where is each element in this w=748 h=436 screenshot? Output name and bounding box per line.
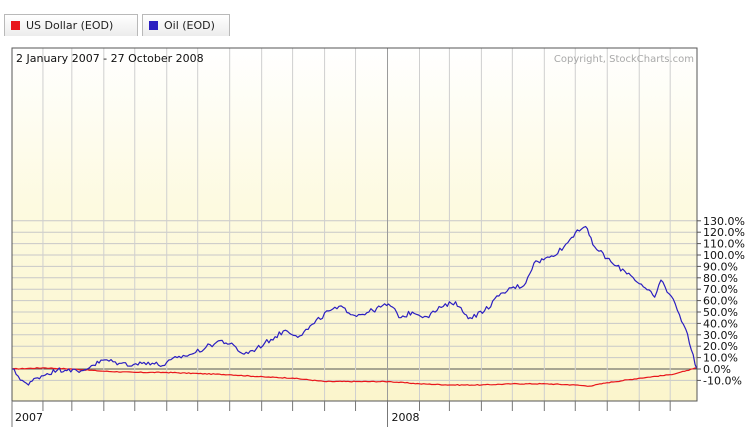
legend-label-oil: Oil (EOD): [164, 19, 215, 32]
y-tick-label: -10.0%: [703, 374, 742, 387]
legend-label-us-dollar: US Dollar (EOD): [26, 19, 114, 32]
y-tick-label: 0.0%: [703, 363, 731, 376]
y-tick-label: 90.0%: [703, 260, 738, 273]
series-line-us-dollar: [11, 367, 698, 387]
y-tick-label: 10.0%: [703, 352, 738, 365]
y-tick-label: 80.0%: [703, 272, 738, 285]
chart: 130.0% 120.0% 110.0% 100.0% 90.0% 80.0% 70.0% 6…: [0, 38, 748, 432]
y-tick-label: 100.0%: [703, 249, 745, 262]
plot-background: [12, 48, 697, 401]
y-tick-label: 60.0%: [703, 295, 738, 308]
legend-item-oil[interactable]: Oil (EOD): [142, 14, 230, 36]
legend: US Dollar (EOD) Oil (EOD): [0, 0, 748, 40]
us-dollar-swatch-icon: [11, 21, 20, 30]
series-layer: [11, 225, 698, 387]
x-tick-label: 2007: [15, 411, 43, 424]
plot-frame: [11, 47, 698, 402]
y-tick-label: 50.0%: [703, 306, 738, 319]
y-axis: 130.0%120.0%110.0%100.0%90.0%80.0%70.0%6…: [697, 215, 745, 387]
y-tick-label: 30.0%: [703, 329, 738, 342]
y-tick-label: 70.0%: [703, 283, 738, 296]
y-tick-label: 130.0%: [703, 215, 745, 228]
grid: [12, 48, 697, 401]
chart-svg: 130.0%120.0%110.0%100.0%90.0%80.0%70.0%6…: [11, 47, 745, 427]
y-tick-label: 40.0%: [703, 317, 738, 330]
x-axis: 2007 2008: [11, 401, 671, 427]
legend-item-us-dollar[interactable]: US Dollar (EOD): [4, 14, 138, 36]
date-range-label: 2 January 2007 - 27 October 2008: [16, 52, 204, 65]
y-tick-label: 120.0%: [703, 226, 745, 239]
x-tick-label: 2008: [392, 411, 420, 424]
series-line-oil: [11, 225, 698, 386]
copyright-label: Copyright, StockCharts.com: [554, 54, 694, 65]
y-tick-label: 20.0%: [703, 340, 738, 353]
y-tick-label: 110.0%: [703, 238, 745, 251]
oil-swatch-icon: [149, 21, 158, 30]
